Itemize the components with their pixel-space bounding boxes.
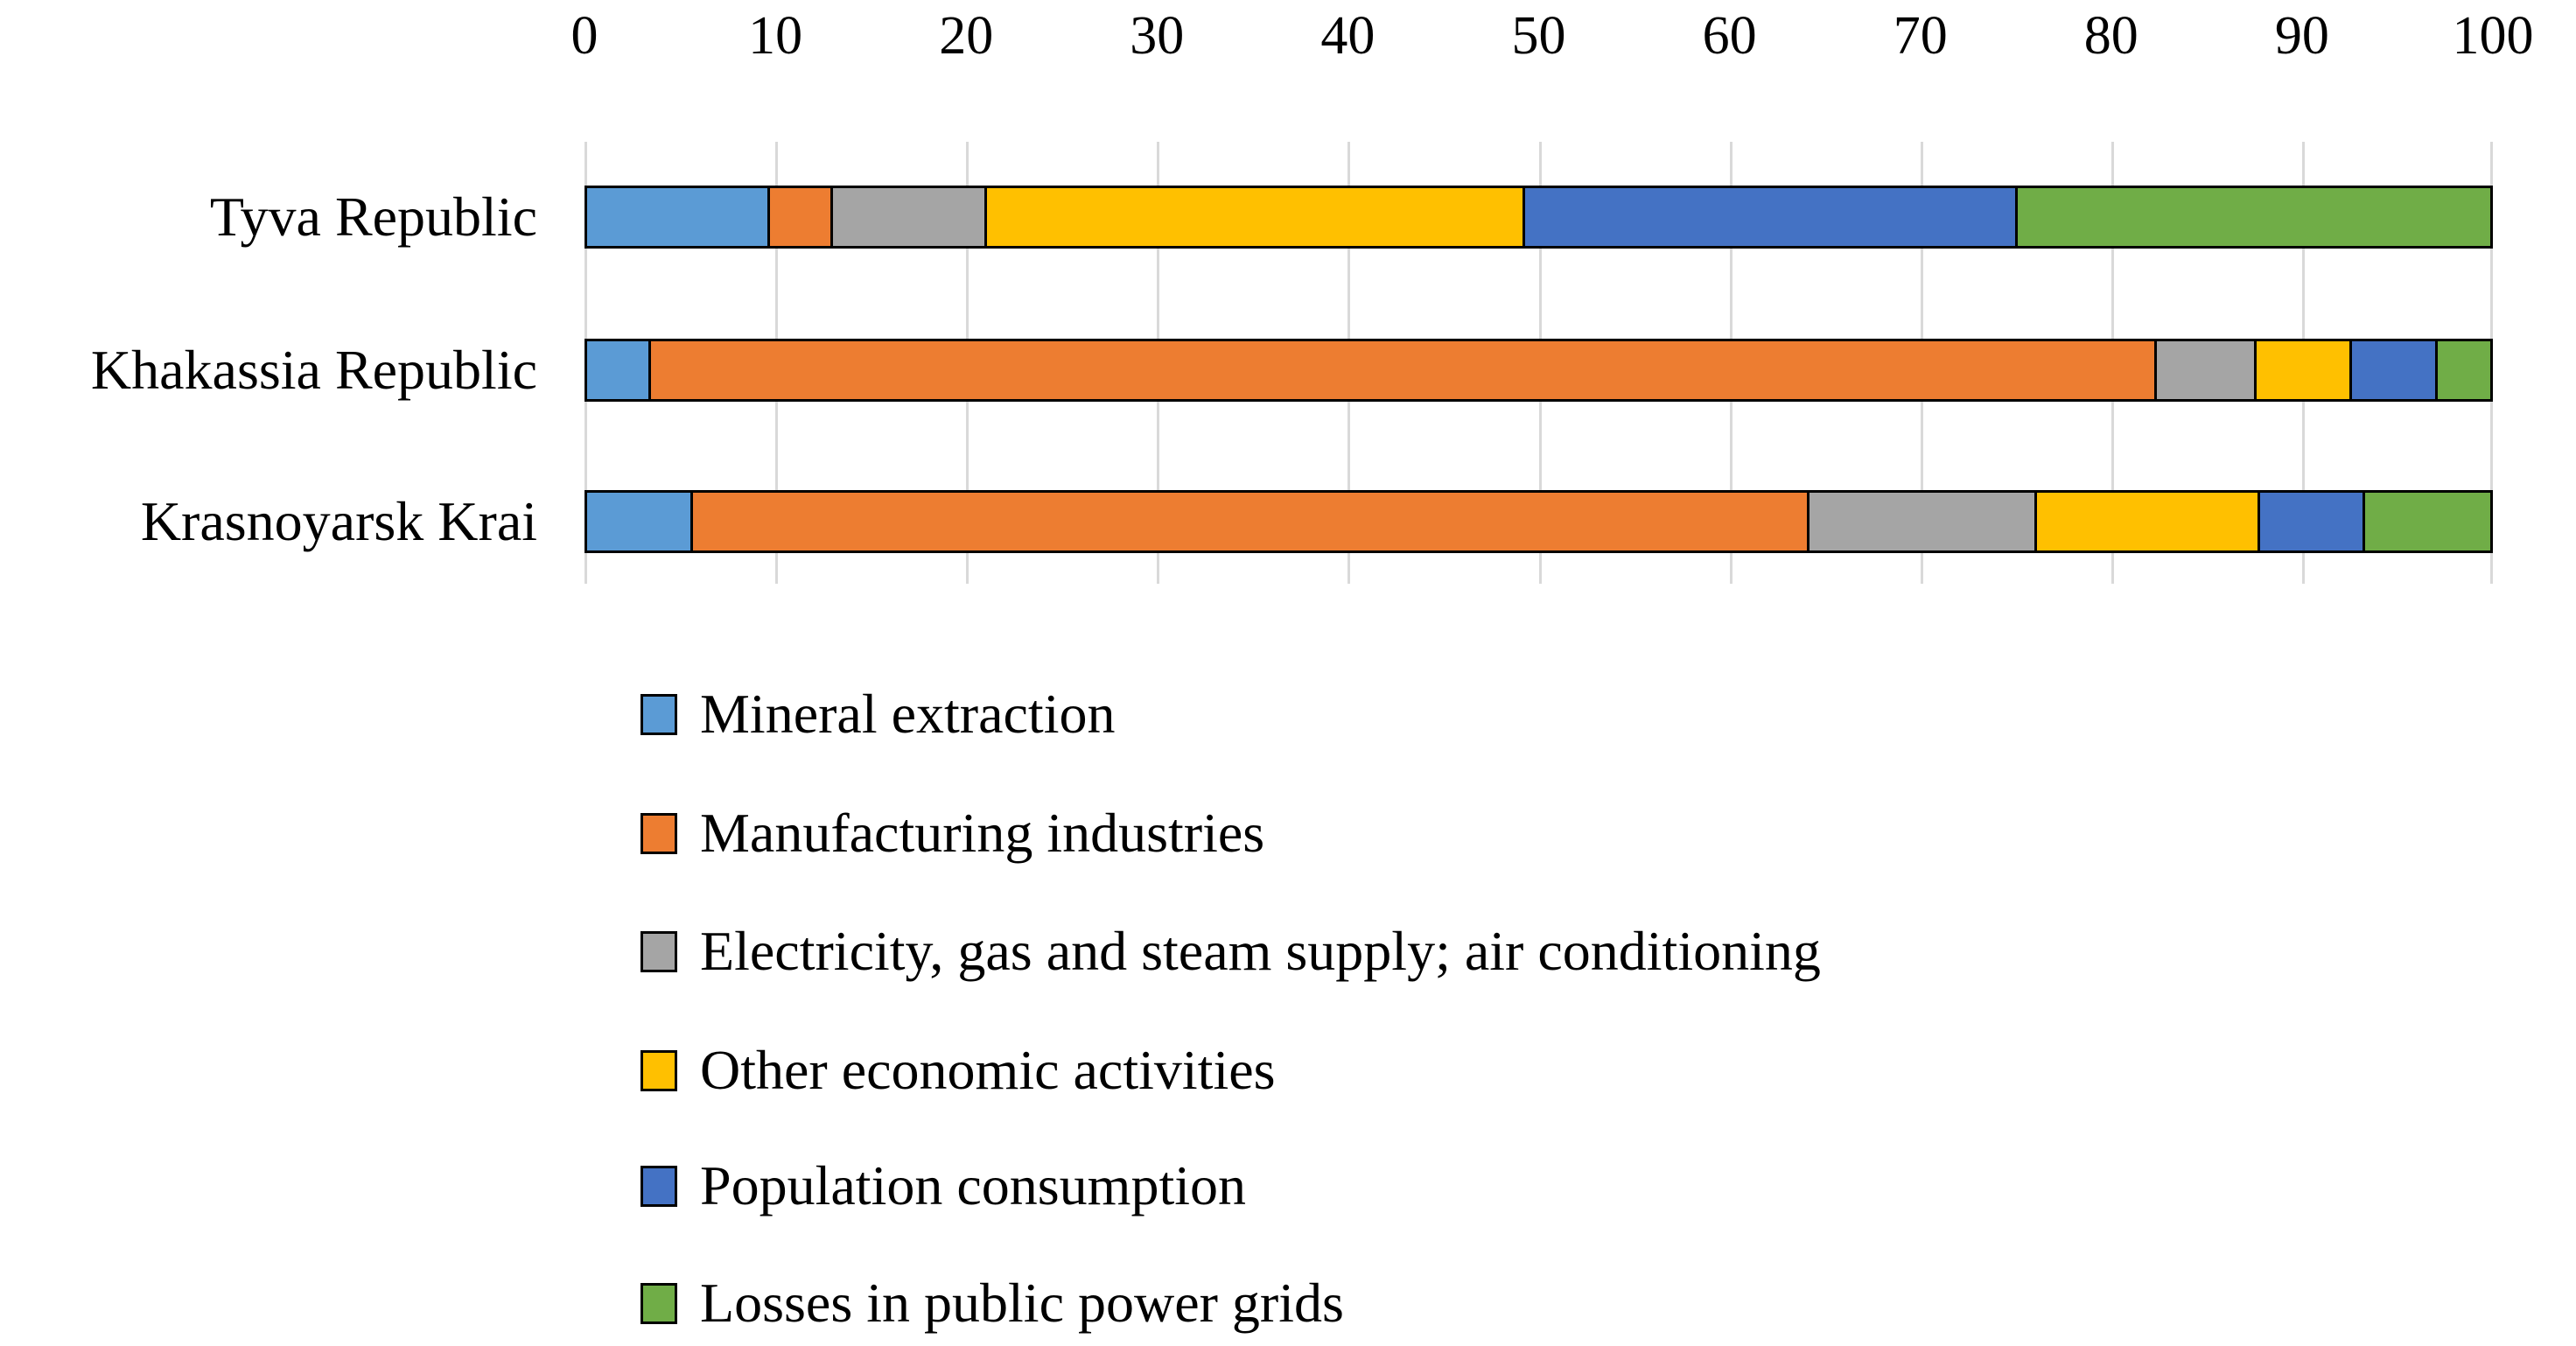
bar-row-khakassia-republic	[584, 339, 2493, 402]
bar-segment	[2017, 186, 2493, 249]
x-tick-label-70: 70	[1893, 6, 1948, 66]
legend-label: Manufacturing industries	[700, 802, 1265, 864]
x-tick-label-40: 40	[1320, 6, 1376, 66]
bar-segment	[987, 186, 1526, 249]
bar-segment	[2036, 490, 2260, 553]
x-tick-label-30: 30	[1130, 6, 1185, 66]
bar-segment	[584, 490, 694, 553]
legend-label: Electricity, gas and steam supply; air c…	[700, 920, 1821, 982]
bar-segment	[584, 186, 770, 249]
x-tick-label-10: 10	[748, 6, 803, 66]
bar-segment	[2364, 490, 2493, 553]
x-axis-tick-labels: 0 10 20 30 40 50 60 70 80 90 100	[571, 0, 2534, 79]
bar-segment	[584, 339, 652, 402]
bar-segment	[2351, 339, 2438, 402]
x-tick-label-80: 80	[2083, 6, 2138, 66]
plot-area	[584, 142, 2493, 584]
category-label-khakassia-republic: Khakassia Republic	[90, 339, 537, 401]
legend-item: Manufacturing industries	[640, 800, 1264, 866]
legend-swatch-icon	[640, 812, 677, 854]
bar-segment	[2437, 339, 2493, 402]
category-label-krasnoyarsk-krai: Krasnoyarsk Krai	[140, 490, 537, 552]
bar-segment	[1810, 490, 2037, 553]
legend-item: Population consumption	[640, 1153, 1246, 1219]
bar-row-tyva-republic	[584, 186, 2493, 249]
legend-item: Mineral extraction	[640, 681, 1115, 747]
legend-swatch-icon	[640, 930, 677, 972]
x-tick-label-60: 60	[1702, 6, 1757, 66]
x-tick-label-100: 100	[2452, 6, 2534, 66]
legend-swatch-icon	[640, 693, 677, 735]
legend-label: Mineral extraction	[700, 683, 1116, 745]
legend-item: Other economic activities	[640, 1037, 1276, 1104]
bar-segment	[2157, 339, 2257, 402]
category-axis-labels: Tyva Republic Khakassia Republic Krasnoyar…	[0, 142, 560, 584]
x-tick-label-50: 50	[1511, 6, 1566, 66]
legend-label: Population consumption	[700, 1154, 1246, 1216]
x-tick-label-20: 20	[939, 6, 994, 66]
x-tick-label-90: 90	[2274, 6, 2329, 66]
legend-swatch-icon	[640, 1282, 677, 1324]
bar-segment	[651, 339, 2158, 402]
legend-swatch-icon	[640, 1165, 677, 1207]
legend-label: Other economic activities	[700, 1039, 1276, 1101]
legend-item: Electricity, gas and steam supply; air c…	[640, 918, 1821, 985]
category-label-tyva-republic: Tyva Republic	[209, 186, 537, 248]
legend-label: Losses in public power grids	[700, 1272, 1344, 1334]
bar-segment	[2259, 490, 2365, 553]
bar-segment	[832, 186, 988, 249]
bar-segment	[693, 490, 1810, 553]
legend-swatch-icon	[640, 1049, 677, 1091]
bar-segment	[1525, 186, 2018, 249]
bar-segment	[769, 186, 833, 249]
bar-row-krasnoyarsk-krai	[584, 490, 2493, 553]
x-tick-label-0: 0	[570, 6, 598, 66]
legend-item: Losses in public power grids	[640, 1270, 1344, 1336]
bar-segment	[2256, 339, 2352, 402]
